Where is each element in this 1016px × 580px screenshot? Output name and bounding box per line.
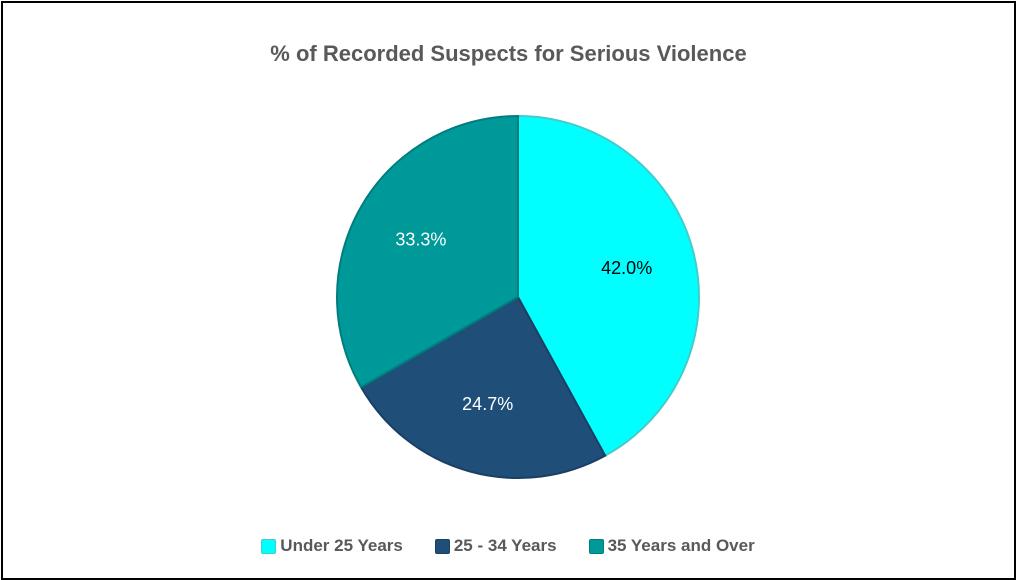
pie-data-label-2: 33.3% <box>395 230 446 250</box>
pie-data-label-1: 24.7% <box>462 394 513 414</box>
legend-item-2: 35 Years and Over <box>588 536 755 556</box>
chart-title: % of Recorded Suspects for Serious Viole… <box>270 41 747 66</box>
legend-item-1: 25 - 34 Years <box>434 536 557 556</box>
pie-slice-1 <box>359 295 607 479</box>
pie-slice-0 <box>517 114 700 457</box>
chart-legend: Under 25 Years 25 - 34 Years 35 Years and … <box>0 536 1016 556</box>
legend-item-0: Under 25 Years <box>261 536 403 556</box>
legend-label-1: 25 - 34 Years <box>453 536 557 555</box>
pie-data-label-0: 42.0% <box>601 258 652 278</box>
legend-swatch-2 <box>588 538 604 554</box>
legend-swatch-1 <box>434 538 450 554</box>
legend-label-2: 35 Years and Over <box>607 536 755 555</box>
legend-swatch-0 <box>261 538 277 554</box>
pie-slice-2 <box>336 114 519 389</box>
legend-label-0: Under 25 Years <box>280 536 403 555</box>
